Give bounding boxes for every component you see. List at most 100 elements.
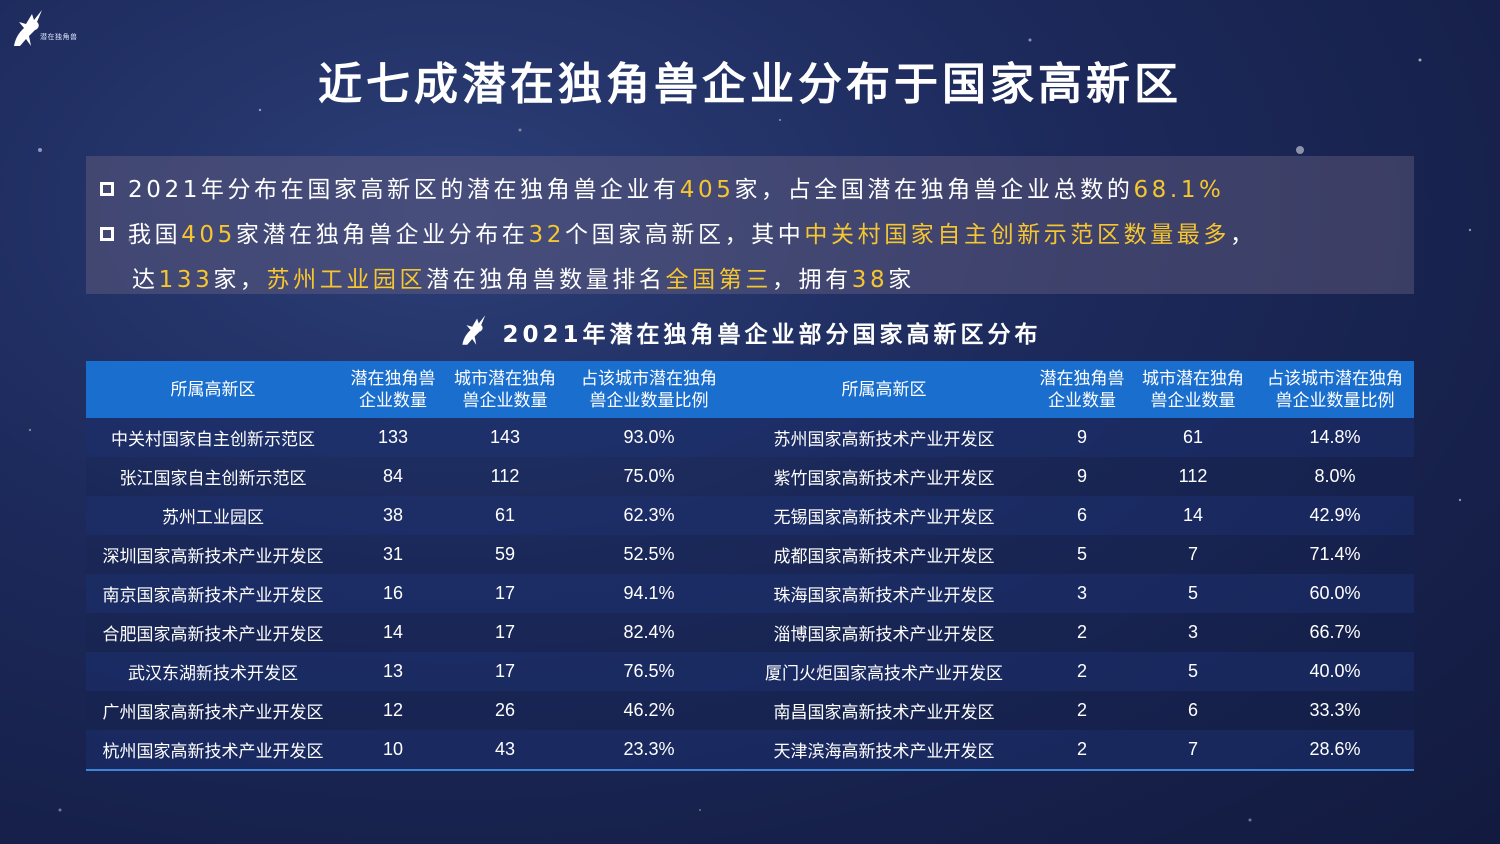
table-title-text: 2021年潜在独角兽企业部分国家高新区分布 xyxy=(502,322,1042,348)
city-count: 61 xyxy=(446,496,564,535)
table-row: 苏州工业园区 38 61 62.3% 无锡国家高新技术产业开发区 6 14 42… xyxy=(86,496,1414,535)
ratio: 14.8% xyxy=(1256,418,1414,457)
zone-name: 苏州工业园区 xyxy=(86,496,340,535)
city-count: 112 xyxy=(1130,457,1256,496)
zone-name: 苏州国家高新技术产业开发区 xyxy=(734,418,1034,457)
table-row: 广州国家高新技术产业开发区 12 26 46.2% 南昌国家高新技术产业开发区 … xyxy=(86,691,1414,730)
ratio: 42.9% xyxy=(1256,496,1414,535)
zone-name: 深圳国家高新技术产业开发区 xyxy=(86,535,340,574)
city-count: 17 xyxy=(446,652,564,691)
highlight-number: 405 xyxy=(679,177,735,203)
zone-name: 广州国家高新技术产业开发区 xyxy=(86,691,340,730)
summary-text: 2021年分布在国家高新区的潜在独角兽企业有 xyxy=(128,177,680,203)
ratio: 76.5% xyxy=(564,652,734,691)
brand-name: 潜在独角兽 xyxy=(40,33,78,41)
highlight-text: 苏州工业园区 xyxy=(266,267,427,293)
ratio: 82.4% xyxy=(564,613,734,652)
highlight-number: 405 xyxy=(181,222,236,248)
zone-count: 9 xyxy=(1034,418,1130,457)
checkbox-icon xyxy=(100,182,114,196)
zone-count: 133 xyxy=(340,418,446,457)
zone-name: 中关村国家自主创新示范区 xyxy=(86,418,340,457)
summary-text: 家潜在独角兽企业分布在 xyxy=(235,222,529,248)
header-count: 潜在独角兽 企业数量 xyxy=(1034,361,1130,418)
ratio: 23.3% xyxy=(564,730,734,770)
summary-line-2: 我国405家潜在独角兽企业分布在32个国家高新区，其中中关村国家自主创新示范区数… xyxy=(100,215,1257,249)
zone-name: 成都国家高新技术产业开发区 xyxy=(734,535,1034,574)
summary-text: 个国家高新区，其中 xyxy=(564,222,805,248)
zone-count: 84 xyxy=(340,457,446,496)
city-count: 43 xyxy=(446,730,564,770)
table-row: 中关村国家自主创新示范区 133 143 93.0% 苏州国家高新技术产业开发区… xyxy=(86,418,1414,457)
zone-count: 12 xyxy=(340,691,446,730)
table-row: 南京国家高新技术产业开发区 16 17 94.1% 珠海国家高新技术产业开发区 … xyxy=(86,574,1414,613)
ratio: 60.0% xyxy=(1256,574,1414,613)
header-ratio: 占该城市潜在独角 兽企业数量比例 xyxy=(564,361,734,418)
table-row: 张江国家自主创新示范区 84 112 75.0% 紫竹国家高新技术产业开发区 9… xyxy=(86,457,1414,496)
zone-count: 2 xyxy=(1034,652,1130,691)
brand-logo: 潜在独角兽 xyxy=(10,6,110,52)
zone-count: 2 xyxy=(1034,613,1130,652)
page-title: 近七成潜在独角兽企业分布于国家高新区 xyxy=(318,59,1182,110)
city-count: 61 xyxy=(1130,418,1256,457)
header-zone: 所属高新区 xyxy=(734,361,1034,418)
header-city-count: 城市潜在独角 兽企业数量 xyxy=(446,361,564,418)
zone-count: 2 xyxy=(1034,691,1130,730)
ratio: 28.6% xyxy=(1256,730,1414,770)
zone-name: 厦门火炬国家高技术产业开发区 xyxy=(734,652,1034,691)
zone-name: 珠海国家高新技术产业开发区 xyxy=(734,574,1034,613)
zone-count: 14 xyxy=(340,613,446,652)
summary-panel: 2021年分布在国家高新区的潜在独角兽企业有405家，占全国潜在独角兽企业总数的… xyxy=(86,156,1414,294)
city-count: 3 xyxy=(1130,613,1256,652)
table-title: 2021年潜在独角兽企业部分国家高新区分布 xyxy=(0,312,1500,349)
zone-name: 张江国家自主创新示范区 xyxy=(86,457,340,496)
city-count: 26 xyxy=(446,691,564,730)
unicorn-logo-icon xyxy=(14,10,42,46)
city-count: 5 xyxy=(1130,574,1256,613)
highlight-number: 133 xyxy=(158,267,214,293)
zone-name: 合肥国家高新技术产业开发区 xyxy=(86,613,340,652)
ratio: 46.2% xyxy=(564,691,734,730)
highlight-number: 38 xyxy=(851,267,889,293)
highlight-number: 68.1% xyxy=(1133,177,1225,203)
zone-distribution-table: 所属高新区 潜在独角兽 企业数量 城市潜在独角 兽企业数量 占该城市潜在独角 兽企业数… xyxy=(86,361,1414,771)
city-count: 17 xyxy=(446,574,564,613)
header-count: 潜在独角兽 企业数量 xyxy=(340,361,446,418)
zone-count: 3 xyxy=(1034,574,1130,613)
city-count: 143 xyxy=(446,418,564,457)
zone-count: 9 xyxy=(1034,457,1130,496)
checkbox-icon xyxy=(100,227,114,241)
table-row: 武汉东湖新技术开发区 13 17 76.5% 厦门火炬国家高技术产业开发区 2 … xyxy=(86,652,1414,691)
header-ratio: 占该城市潜在独角 兽企业数量比例 xyxy=(1256,361,1414,418)
zone-count: 2 xyxy=(1034,730,1130,770)
zone-name: 天津滨海高新技术产业开发区 xyxy=(734,730,1034,770)
zone-count: 16 xyxy=(340,574,446,613)
zone-count: 5 xyxy=(1034,535,1130,574)
zone-name: 淄博国家高新技术产业开发区 xyxy=(734,613,1034,652)
ratio: 40.0% xyxy=(1256,652,1414,691)
summary-text: 家，占全国潜在独角兽企业总数的 xyxy=(734,177,1134,203)
highlight-text: 全国第三 xyxy=(665,267,772,293)
city-count: 7 xyxy=(1130,730,1256,770)
zone-count: 13 xyxy=(340,652,446,691)
table-row: 深圳国家高新技术产业开发区 31 59 52.5% 成都国家高新技术产业开发区 … xyxy=(86,535,1414,574)
city-count: 112 xyxy=(446,457,564,496)
zone-name: 紫竹国家高新技术产业开发区 xyxy=(734,457,1034,496)
ratio: 94.1% xyxy=(564,574,734,613)
ratio: 52.5% xyxy=(564,535,734,574)
summary-text: 达 xyxy=(132,267,159,293)
city-count: 59 xyxy=(446,535,564,574)
zone-count: 31 xyxy=(340,535,446,574)
summary-text: 家， xyxy=(213,267,267,293)
summary-text: ，拥有 xyxy=(771,267,852,293)
zone-name: 武汉东湖新技术开发区 xyxy=(86,652,340,691)
summary-text: 家 xyxy=(888,267,915,293)
zone-name: 南昌国家高新技术产业开发区 xyxy=(734,691,1034,730)
summary-line-3: 达133家，苏州工业园区潜在独角兽数量排名全国第三，拥有38家 xyxy=(132,260,915,294)
table-row: 合肥国家高新技术产业开发区 14 17 82.4% 淄博国家高新技术产业开发区 … xyxy=(86,613,1414,652)
summary-text: 我国 xyxy=(128,222,182,248)
highlight-number: 32 xyxy=(528,222,565,248)
ratio: 71.4% xyxy=(1256,535,1414,574)
zone-name: 杭州国家高新技术产业开发区 xyxy=(86,730,340,770)
unicorn-icon xyxy=(462,315,486,345)
